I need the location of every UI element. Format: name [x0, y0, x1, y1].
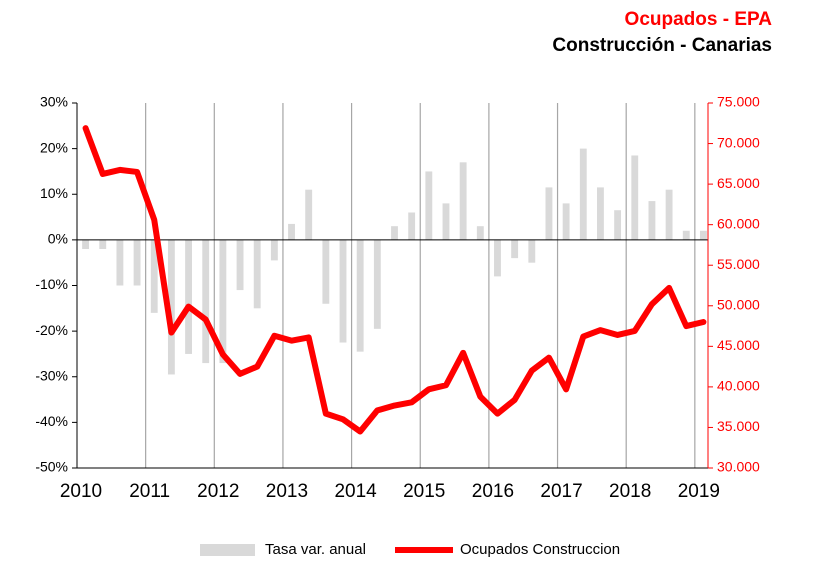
- y-tick-label: 30%: [40, 94, 68, 110]
- y2-tick-label: 75.000: [717, 94, 760, 110]
- y-tick-label: -30%: [35, 367, 68, 383]
- y-tick-label: -50%: [35, 459, 68, 475]
- x-tick-label: 2010: [60, 481, 102, 502]
- bar: [288, 223, 295, 240]
- bar: [133, 239, 141, 286]
- legend-swatch: [200, 544, 255, 556]
- bar: [631, 155, 639, 240]
- x-tick-label: 2018: [609, 481, 651, 502]
- bar: [305, 189, 313, 240]
- legend-label: Ocupados Construccion: [460, 541, 620, 558]
- x-tick-label: 2013: [266, 481, 308, 502]
- bar: [545, 187, 553, 240]
- y-tick-label: -10%: [35, 276, 68, 292]
- y2-tick-label: 45.000: [717, 337, 760, 353]
- y-tick-label: -40%: [35, 413, 68, 429]
- bar: [442, 203, 450, 240]
- y2-tick-label: 55.000: [717, 256, 760, 272]
- bar: [185, 239, 192, 354]
- legend-label: Tasa var. anual: [265, 541, 366, 558]
- bar: [682, 230, 690, 240]
- x-tick-label: 2016: [472, 481, 514, 502]
- bar: [339, 239, 347, 343]
- bar: [665, 189, 673, 240]
- y2-tick-label: 70.000: [717, 134, 760, 150]
- bar: [253, 239, 261, 309]
- bar: [562, 203, 570, 240]
- y2-tick-label: 35.000: [717, 418, 760, 434]
- bar: [494, 239, 501, 277]
- bar: [373, 239, 381, 329]
- x-tick-label: 2011: [129, 481, 170, 502]
- bar: [528, 239, 536, 263]
- x-tick-label: 2017: [540, 481, 582, 502]
- bar: [322, 239, 330, 304]
- line: [82, 125, 707, 435]
- bar: [391, 226, 398, 240]
- y-tick-label: 10%: [40, 185, 68, 201]
- bar: [597, 187, 604, 240]
- bar: [425, 171, 433, 240]
- bar: [408, 212, 416, 240]
- chart-subtitle: Construcción - Canarias: [552, 35, 772, 56]
- bar: [99, 239, 107, 249]
- y-tick-label: 20%: [40, 139, 68, 155]
- bar: [459, 162, 467, 240]
- bar: [219, 239, 227, 364]
- bar: [116, 239, 124, 286]
- y-tick-label: 0%: [48, 231, 68, 247]
- x-tick-label: 2015: [403, 481, 445, 502]
- bar: [699, 230, 707, 240]
- bar: [614, 210, 622, 240]
- x-tick-label: 2019: [678, 481, 720, 502]
- y2-tick-label: 65.000: [717, 175, 760, 191]
- y-tick-label: -20%: [35, 322, 68, 338]
- bar: [511, 239, 519, 259]
- bar: [648, 201, 656, 240]
- bar: [167, 239, 175, 375]
- bar: [82, 239, 90, 249]
- bar: [356, 239, 364, 352]
- bar: [476, 226, 484, 240]
- bar: [202, 239, 210, 364]
- y2-tick-label: 30.000: [717, 459, 760, 475]
- bar: [236, 239, 244, 291]
- x-tick-label: 2012: [197, 481, 239, 502]
- y2-tick-label: 40.000: [717, 378, 760, 394]
- bar: [150, 239, 158, 313]
- y2-tick-label: 50.000: [717, 296, 760, 312]
- bar: [270, 239, 278, 261]
- x-tick-label: 2014: [334, 481, 377, 502]
- chart-title: Ocupados - EPA: [625, 9, 773, 30]
- bar: [579, 148, 587, 240]
- y2-tick-label: 60.000: [717, 215, 760, 231]
